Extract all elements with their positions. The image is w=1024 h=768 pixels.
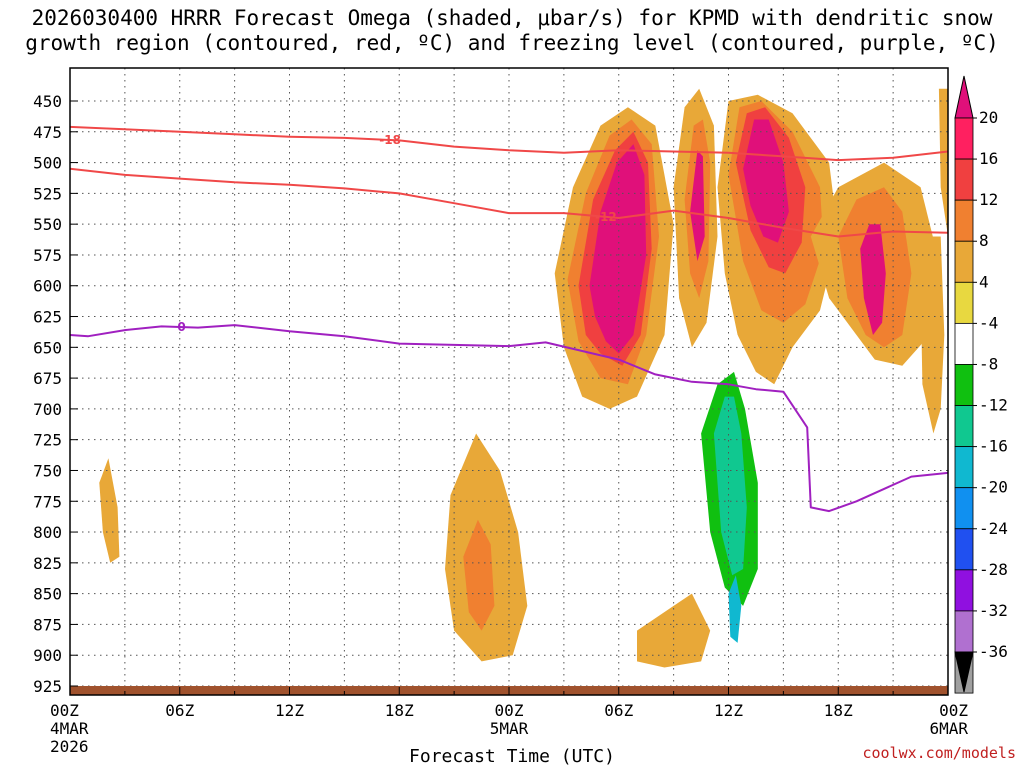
colorbar-bin-5 (955, 323, 973, 364)
contour-label-0: -18 (379, 133, 401, 147)
y-tick-label-900: 900 (33, 646, 62, 665)
y-tick-label-775: 775 (33, 492, 62, 511)
x-date-label-48-0: 6MAR (929, 719, 968, 738)
x-tick-label-30: 06Z (604, 701, 633, 720)
x-tick-label-0: 00Z (50, 701, 79, 720)
y-tick-label-600: 600 (33, 277, 62, 296)
y-tick-label-450: 450 (33, 92, 62, 111)
colorbar-bin-11 (955, 570, 973, 611)
colorbar-bin-2 (955, 200, 973, 241)
x-date-label-24-0: 5MAR (490, 719, 529, 738)
colorbar: 20 16 12 8 4 -4 -8 -12 -16 -20 -24 -28 -32 -36 (955, 76, 1008, 693)
y-tick-label-475: 475 (33, 123, 62, 142)
y-tick-label-675: 675 (33, 369, 62, 388)
colorbar-label-8: -16 (979, 437, 1008, 456)
y-tick-label-525: 525 (33, 184, 62, 203)
y-tick-label-550: 550 (33, 215, 62, 234)
y-tick-label-925: 925 (33, 677, 62, 696)
x-date-label-0-0: 4MAR (50, 719, 89, 738)
colorbar-label-3: 8 (979, 231, 989, 250)
colorbar-bin-3 (955, 241, 973, 282)
x-tick-label-42: 18Z (824, 701, 853, 720)
colorbar-label-9: -20 (979, 478, 1008, 497)
y-tick-label-725: 725 (33, 431, 62, 450)
colorbar-bin-12 (955, 611, 973, 652)
x-tick-label-18: 18Z (385, 701, 414, 720)
colorbar-bin-6 (955, 364, 973, 405)
colorbar-label-0: 20 (979, 108, 998, 127)
y-tick-label-825: 825 (33, 554, 62, 573)
y-tick-label-700: 700 (33, 400, 62, 419)
colorbar-bin-1 (955, 159, 973, 200)
y-tick-label-750: 750 (33, 461, 62, 480)
colorbar-label-2: 12 (979, 190, 998, 209)
contour-label-2: 0 (177, 320, 185, 334)
y-tick-label-800: 800 (33, 523, 62, 542)
colorbar-bin-4 (955, 282, 973, 323)
x-tick-label-6: 06Z (165, 701, 194, 720)
colorbar-label-5: -4 (979, 313, 998, 332)
colorbar-label-7: -12 (979, 396, 1008, 415)
x-tick-label-48: 00Z (939, 701, 968, 720)
colorbar-bin-10 (955, 529, 973, 570)
colorbar-label-10: -24 (979, 519, 1008, 538)
colorbar-label-6: -8 (979, 354, 998, 373)
y-tick-label-575: 575 (33, 246, 62, 265)
colorbar-label-1: 16 (979, 149, 998, 168)
y-tick-label-625: 625 (33, 308, 62, 327)
colorbar-bin-0 (955, 118, 973, 159)
colorbar-label-13: -36 (979, 642, 1008, 661)
y-tick-label-650: 650 (33, 338, 62, 357)
contour-label-1: -12 (595, 210, 617, 224)
colorbar-label-12: -32 (979, 601, 1008, 620)
y-tick-label-850: 850 (33, 585, 62, 604)
x-tick-label-24: 00Z (495, 701, 524, 720)
colorbar-label-11: -28 (979, 560, 1008, 579)
colorbar-over-arrow (955, 76, 973, 118)
colorbar-label-4: 4 (979, 272, 989, 291)
credit-text: coolwx.com/models (862, 744, 1016, 762)
x-tick-label-12: 12Z (275, 701, 304, 720)
colorbar-bin-9 (955, 488, 973, 529)
colorbar-bin-7 (955, 406, 973, 447)
y-tick-label-875: 875 (33, 615, 62, 634)
x-tick-label-36: 12Z (714, 701, 743, 720)
colorbar-bin-8 (955, 447, 973, 488)
chart-svg: -18 -12 0 450 475 500 525 550 575 600 625 650 675 70… (0, 0, 1024, 768)
y-tick-label-500: 500 (33, 154, 62, 173)
